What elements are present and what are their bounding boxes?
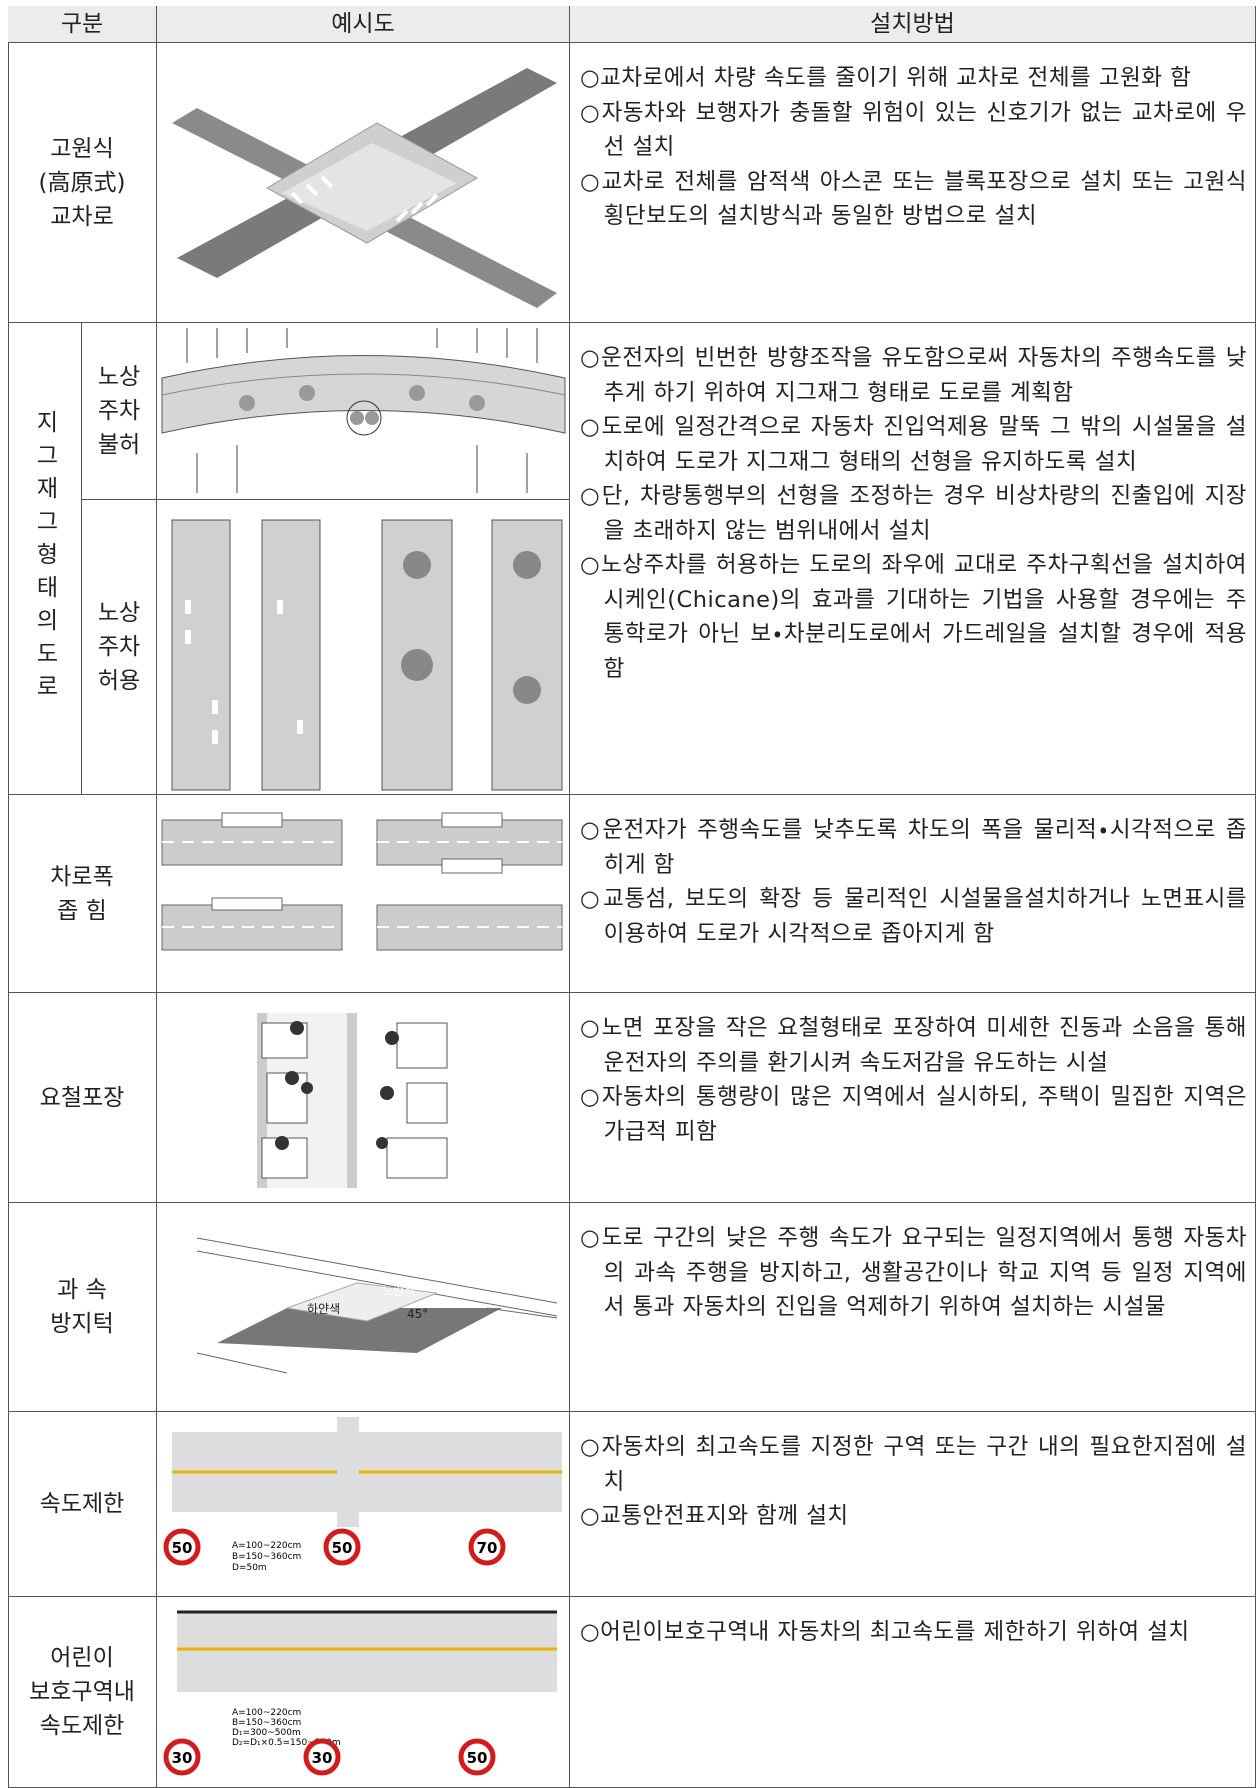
method-item: ○도로 구간의 낮은 주행 속도가 요구되는 일정지역에서 통행 자동차의 과속… [580,1225,1247,1320]
parking-figure [171,519,562,790]
zigzag-figure [161,327,565,493]
speed-sign-label: 30 [171,1749,192,1767]
speed-sign [323,1528,360,1565]
figure-label: 45° [407,1307,428,1321]
category-line: 보호구역내 [29,1679,135,1705]
method-item: ○운전자가 주행속도를 낮추도록 차도의 폭을 물리적・시각적으로 좁히게 함 [580,817,1247,878]
method-item: ○단, 차량통행부의 선형을 조정하는 경우 비상차량의 진출입에 지장을 초래… [580,483,1247,544]
illustration [157,993,570,1203]
method: ○교차로에서 차량 속도를 줄이기 위해 교차로 전체를 고원화 함 ○자동차와 … [570,43,1256,323]
category-text: 고원식 (高原式) 교차로 [39,132,126,234]
speed-limit-figure: A=100~220cm B=150~360cm D=50m 50 50 70 [163,1416,562,1573]
figure-label: A=100~220cm [232,1541,301,1551]
category-line: (高原式) [38,169,126,196]
category-line: 어린이 [50,1645,114,1671]
illustration [157,795,570,993]
header-cell: 구분 [8,6,157,43]
figure-label: 노란색 [382,1284,415,1298]
rumble-figure [256,1012,447,1188]
category-line: 과 속 [57,1277,107,1303]
illustration: A=100~220cm B=150~360cm D=50m 50 50 70 [157,1412,570,1597]
figure-label: B=150~360cm [232,1552,301,1562]
figure-label: D=50m [232,1563,267,1573]
speed-sign-label: 70 [476,1539,497,1557]
school-zone-figure: A=100~220cm B=150~360cm D₁=300~500m D₂=D… [163,1610,557,1775]
method-item: ○노상주차를 허용하는 도로의 좌우에 교대로 주차구획선을 설치하여 시케인(… [580,552,1247,682]
method: ○운전자가 주행속도를 낮추도록 차도의 폭을 물리적・시각적으로 좁히게 함 ○… [570,795,1256,993]
category: 속도제한 [8,1412,157,1597]
category-line: 주차 [97,398,141,424]
method: ○운전자의 빈번한 방향조작을 유도함으로써 자동차의 주행속도를 낮추게 하기… [570,323,1256,795]
category-line: 차로폭 [50,863,114,890]
method-item: ○교차로에서 차량 속도를 줄이기 위해 교차로 전체를 고원화 함 [580,65,1192,91]
figure-label: D₁=300~500m [232,1728,301,1738]
header-cell: 설치방법 [570,6,1256,43]
method-item: ○도로에 일정간격으로 자동차 진입억제용 말뚝 그 밖의 시설물을 설치하여 … [580,414,1247,475]
method-item: ○교차로 전체를 암적색 아스콘 또는 블록포장으로 설치 또는 고원식 횡단보… [580,168,1247,230]
method-item: ○노면 포장을 작은 요철형태로 포장하여 미세한 진동과 소음을 통해 운전자… [580,1015,1247,1076]
speed-sign [303,1738,340,1775]
speed-sign [163,1738,200,1775]
category-text: 요철포장 [40,1081,125,1115]
method-item: ○자동차의 통행량이 많은 지역에서 실시하되, 주택이 밀집한 지역은 가급적… [580,1084,1247,1145]
category-line: 노상 [97,364,141,390]
method-item: ○자동차와 보행자가 충돌할 위험이 있는 신호기가 없는 교차로에 우선 설치 [580,99,1247,161]
illustration: A=100~220cm B=150~360cm D₁=300~500m D₂=D… [157,1597,570,1788]
figure-label: D₂=D₁×0.5=150~250m [232,1738,341,1748]
category-line: 불허 [97,432,141,458]
category-line: 요철포장 [39,1084,125,1111]
method-item: ○어린이보호구역내 자동차의 최고속도를 제한하기 위하여 설치 [580,1619,1190,1645]
figure-label: A=100~220cm [232,1708,301,1718]
category-line: 고원식 [50,135,114,162]
method: ○노면 포장을 작은 요철형태로 포장하여 미세한 진동과 소음을 통해 운전자… [570,993,1256,1203]
category: 요철포장 [8,993,157,1203]
method: ○자동차의 최고속도를 지정한 구역 또는 구간 내의 필요한지점에 설치 ○교통… [570,1412,1256,1597]
category: 지그재그형태의도로 [8,323,82,795]
method: ○어린이보호구역내 자동차의 최고속도를 제한하기 위하여 설치 [570,1597,1256,1788]
category-line: 속도제한 [39,1713,125,1739]
illustration [157,500,570,795]
illustration [157,43,570,323]
speed-sign-label: 50 [331,1539,352,1557]
category-text: 속도제한 [40,1487,125,1521]
speed-sign [468,1528,505,1565]
speed-sign-label: 50 [466,1749,487,1767]
speed-hump-figure: 노란색 하얀색 45° [196,1237,557,1373]
method-item: ○자동차의 최고속도를 지정한 구역 또는 구간 내의 필요한지점에 설치 [580,1434,1247,1495]
intersection-figure [171,67,557,308]
illustration [157,323,570,500]
category-line: 방지턱 [50,1311,114,1337]
category-line: 주차 [97,634,141,660]
speed-sign-label: 30 [311,1749,332,1767]
method-item: ○교통안전표지와 함께 설치 [580,1503,849,1529]
illustration: 노란색 하얀색 45° [157,1203,570,1412]
category-line: 허용 [97,668,141,694]
speed-sign [163,1528,200,1565]
lane-narrowing-figure [161,812,562,950]
header-cell: 예시도 [157,6,570,43]
category-line: 교차로 [50,203,114,230]
method: ○도로 구간의 낮은 주행 속도가 요구되는 일정지역에서 통행 자동차의 과속… [570,1203,1256,1412]
category-line: 노상 [97,600,141,626]
category-line: 좁 힘 [57,897,107,924]
category-line: 속도제한 [39,1491,125,1517]
speed-sign-label: 50 [171,1539,192,1557]
figure-label: 하얀색 [307,1302,340,1316]
figure-label: B=150~360cm [232,1718,301,1728]
category: 고원식 (高原式) 교차로 [8,43,157,323]
method-item: ○교통섬, 보도의 확장 등 물리적인 시설물을설치하거나 노면표시를 이용하여… [580,886,1247,947]
speed-sign [458,1738,495,1775]
method-item: ○운전자의 빈번한 방향조작을 유도함으로써 자동차의 주행속도를 낮추게 하기… [580,345,1247,406]
